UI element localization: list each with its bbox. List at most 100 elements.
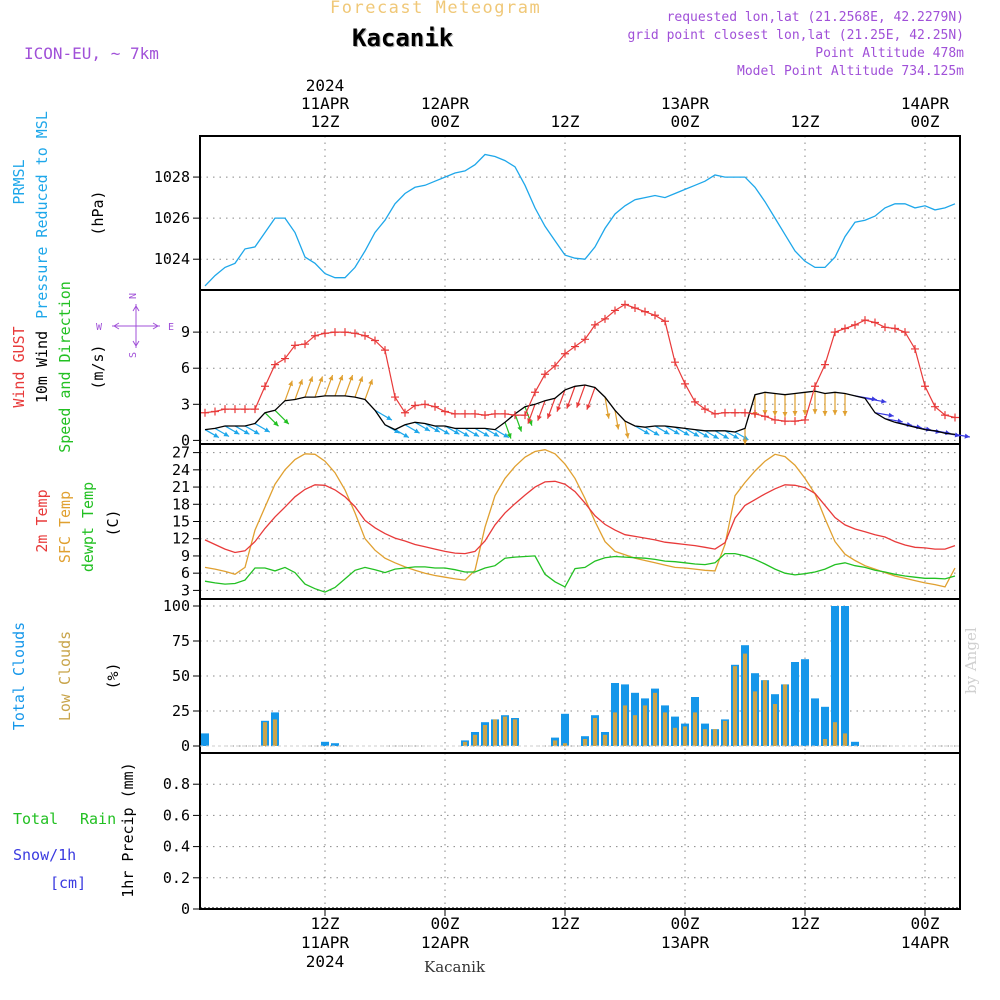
- gust-marker: [311, 331, 319, 340]
- gust-marker: [891, 324, 899, 333]
- gust-marker: [341, 328, 349, 337]
- wind-arrowhead: [368, 379, 373, 385]
- wind-arrowhead: [213, 432, 219, 438]
- bar-low-clouds: [733, 666, 737, 746]
- gust-marker: [541, 370, 549, 379]
- gust-marker: [471, 409, 479, 418]
- time-label-bottom: 11APR: [301, 933, 350, 952]
- wind-arrowhead: [812, 409, 818, 415]
- wind-arrowhead: [782, 412, 788, 418]
- gust-marker: [351, 329, 359, 338]
- wind-arrowhead: [338, 375, 344, 381]
- meteogram-title: Forecast Meteogram: [330, 0, 542, 18]
- temp-label-sfc: SFC Temp: [56, 491, 74, 563]
- y-tick-label: 75: [172, 632, 190, 650]
- bar-low-clouds: [593, 718, 597, 746]
- wind-arrowhead: [298, 379, 303, 385]
- time-label-top: 2024: [306, 76, 345, 95]
- panel-frame-2: [199, 443, 961, 600]
- gust-marker: [231, 405, 239, 414]
- bar-total-clouds: [321, 741, 329, 746]
- gust-marker: [401, 408, 409, 417]
- time-label-top: 13APR: [661, 94, 710, 113]
- gust-marker: [521, 411, 529, 420]
- gust-marker: [291, 341, 299, 350]
- bar-total-clouds: [831, 606, 839, 746]
- bar-low-clouds: [553, 740, 557, 746]
- gust-marker: [261, 382, 269, 391]
- time-label-top: 12Z: [791, 112, 820, 131]
- time-label-bottom: 14APR: [901, 933, 950, 952]
- wind-arrowhead: [537, 415, 542, 421]
- wind-arrowhead: [283, 418, 289, 425]
- wind-arrowhead: [434, 427, 440, 433]
- wind-arrowhead: [566, 403, 571, 409]
- gust-marker: [701, 405, 709, 414]
- time-label-bottom: 12Z: [551, 914, 580, 933]
- wind-arrowhead: [414, 428, 420, 434]
- wind-arrowhead: [463, 431, 470, 437]
- y-tick-label: 3: [181, 395, 190, 413]
- gust-marker: [951, 413, 959, 422]
- bar-low-clouds: [673, 727, 677, 746]
- time-label-bottom: 00Z: [671, 914, 700, 933]
- bar-low-clouds: [493, 719, 497, 746]
- wind-arrowhead: [493, 431, 500, 437]
- y-tick-label: 0: [181, 900, 190, 918]
- gust-marker: [501, 409, 509, 418]
- y-tick-label: 0: [181, 737, 190, 755]
- series-2m-temp: [204, 480, 956, 555]
- gust-marker: [781, 417, 789, 426]
- wind-arrowhead: [517, 426, 523, 432]
- gust-marker: [601, 314, 609, 323]
- series-wind-gust: [204, 303, 956, 422]
- wind-label-10m: 10m Wind: [33, 331, 51, 403]
- gust-marker: [811, 382, 819, 391]
- wind-arrowhead: [703, 432, 709, 438]
- gust-marker: [321, 329, 329, 338]
- time-label-top: 14APR: [901, 94, 950, 113]
- compass-s: S: [128, 352, 139, 358]
- time-label-top: 00Z: [671, 112, 700, 131]
- wind-arrowhead: [503, 432, 509, 438]
- clouds-unit: (%): [104, 662, 122, 689]
- compass-w: W: [96, 322, 103, 333]
- y-tick-label: 1028: [154, 168, 190, 186]
- bar-low-clouds: [603, 734, 607, 746]
- bar-low-clouds: [633, 715, 637, 746]
- wind-label-gust: Wind GUST: [10, 326, 28, 407]
- gust-marker: [391, 393, 399, 402]
- time-label-top: 00Z: [911, 112, 940, 131]
- y-tick-label: 12: [172, 530, 190, 548]
- gridpoint-coords: grid point closest lon,lat (21.25E, 42.2…: [627, 28, 964, 43]
- bar-low-clouds: [683, 726, 687, 746]
- bar-low-clouds: [703, 729, 707, 746]
- bar-total-clouds: [791, 662, 799, 746]
- compass-n: N: [128, 293, 139, 299]
- y-tick-label: 100: [163, 597, 190, 615]
- wind-arrowhead: [888, 412, 894, 418]
- wind-arrowhead: [615, 424, 620, 430]
- bar-total-clouds: [561, 713, 569, 746]
- y-tick-label: 25: [172, 702, 190, 720]
- gust-marker: [691, 397, 699, 406]
- wind-arrowhead: [233, 429, 240, 435]
- y-tick-label: 3: [181, 581, 190, 599]
- wind-arrowhead: [802, 410, 808, 416]
- bar-low-clouds: [513, 719, 517, 746]
- wind-arrowhead: [723, 433, 729, 439]
- clouds-label-low: Low Clouds: [56, 631, 74, 721]
- gust-marker: [941, 411, 949, 420]
- gust-marker: [451, 409, 459, 418]
- wind-arrowhead: [653, 430, 660, 436]
- y-tick-label: 9: [181, 547, 190, 565]
- wind-arrowhead: [288, 380, 293, 387]
- y-tick-label: 21: [172, 478, 190, 496]
- gust-marker: [211, 407, 219, 416]
- gust-marker: [611, 306, 619, 315]
- bar-low-clouds: [623, 705, 627, 746]
- wind-arrowhead: [318, 376, 324, 383]
- bar-low-clouds: [763, 680, 767, 746]
- bar-low-clouds: [483, 725, 487, 746]
